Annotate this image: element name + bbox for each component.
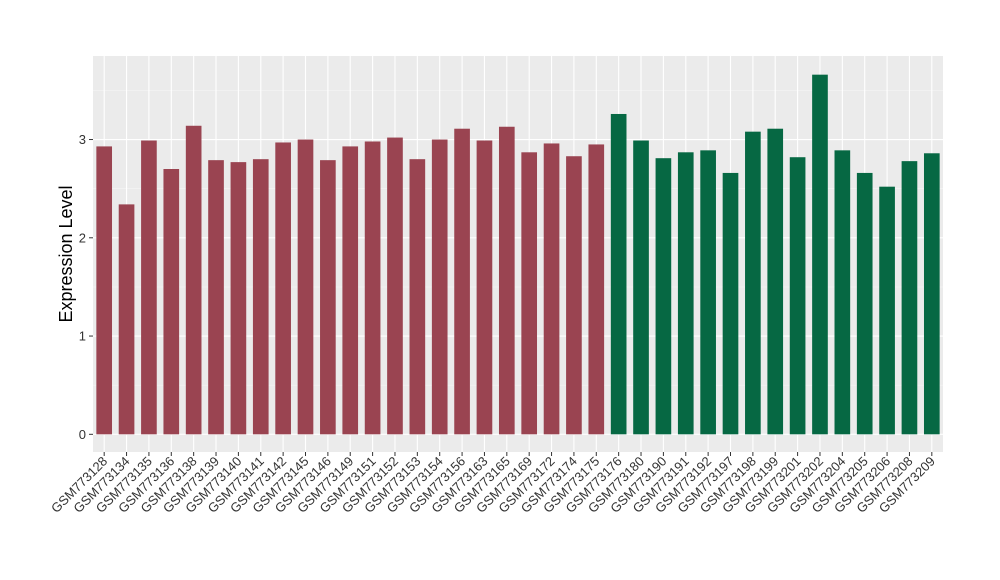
y-tick-label: 1: [79, 329, 86, 344]
bar-GSM773154: [431, 139, 448, 435]
bar-GSM773142: [275, 142, 291, 435]
bar-GSM773145: [297, 139, 314, 435]
bar-GSM773134: [118, 204, 135, 435]
bars: [96, 74, 940, 435]
bar-GSM773192: [700, 150, 716, 435]
bar-GSM773156: [454, 128, 470, 435]
bar-GSM773209: [923, 153, 940, 435]
x-axis: GSM773128GSM773134GSM773135GSM773136GSM7…: [48, 452, 938, 516]
bar-GSM773180: [633, 140, 649, 435]
bar-GSM773135: [141, 140, 157, 435]
bar-GSM773208: [901, 161, 918, 435]
bar-GSM773199: [767, 128, 784, 435]
y-tick-label: 2: [79, 230, 86, 245]
bar-GSM773190: [655, 158, 672, 435]
y-tick-label: 3: [79, 132, 86, 147]
bar-GSM773128: [96, 146, 113, 435]
bar-GSM773138: [185, 125, 202, 435]
bar-GSM773139: [208, 160, 224, 435]
bar-GSM773202: [812, 74, 828, 435]
bar-GSM773201: [789, 157, 806, 435]
bar-GSM773197: [722, 172, 739, 435]
bar-GSM773146: [320, 160, 336, 435]
bar-GSM773204: [834, 150, 851, 435]
bar-GSM773140: [230, 162, 247, 435]
bar-GSM773172: [543, 143, 560, 435]
bar-GSM773174: [566, 156, 582, 435]
y-axis: 0 1 2 3: [79, 132, 93, 442]
bar-GSM773151: [364, 141, 381, 435]
bar-GSM773153: [409, 159, 426, 435]
bar-GSM773175: [588, 144, 605, 435]
bar-GSM773191: [677, 152, 694, 435]
bar-GSM773136: [163, 169, 180, 435]
bar-GSM773169: [521, 152, 538, 435]
bar-GSM773176: [610, 113, 627, 435]
bar-GSM773152: [387, 137, 403, 435]
bar-GSM773141: [252, 159, 269, 435]
y-tick-label: 0: [79, 427, 86, 442]
bar-GSM773149: [342, 146, 359, 435]
bar-GSM773163: [476, 140, 493, 435]
bar-GSM773198: [745, 131, 761, 435]
bar-GSM773205: [856, 172, 873, 435]
bar-GSM773165: [498, 126, 515, 435]
y-axis-title: Expression Level: [56, 185, 76, 322]
bar-GSM773206: [879, 186, 895, 435]
